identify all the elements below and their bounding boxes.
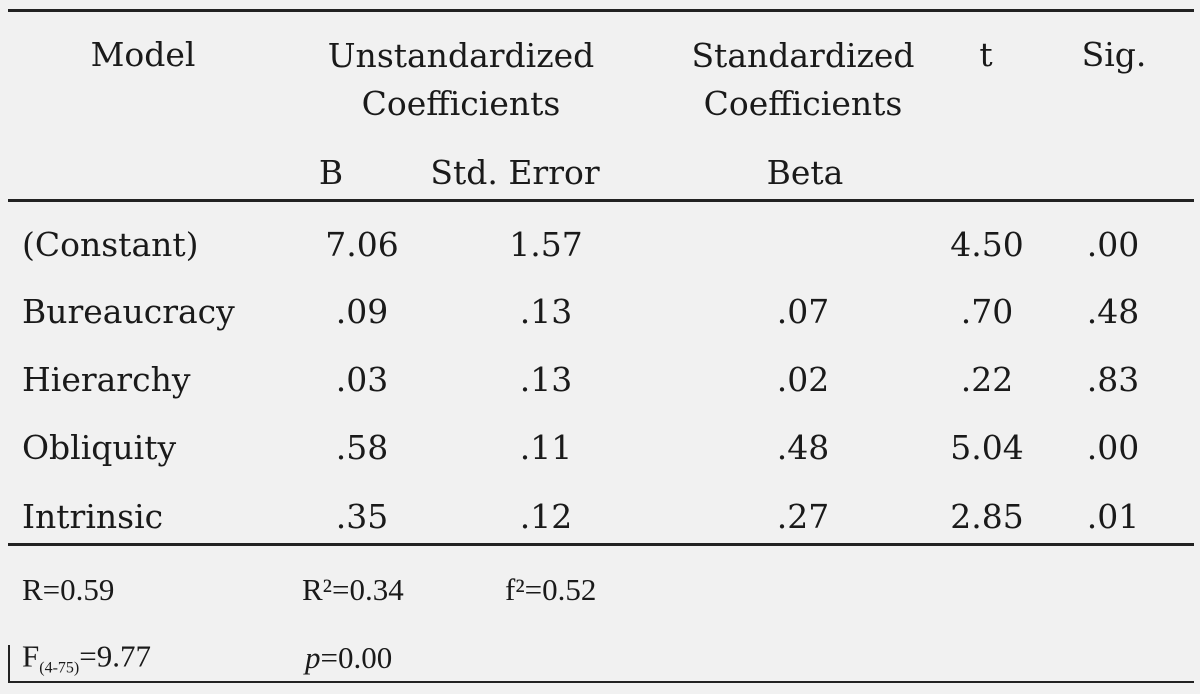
table-cell: .48	[1086, 292, 1140, 331]
table-cell: .70	[960, 292, 1014, 331]
row-label: Hierarchy	[22, 360, 191, 399]
table-cell: .12	[519, 497, 573, 536]
table-cell: .02	[776, 360, 830, 399]
header-cell: Standardized Coefficients	[691, 36, 915, 123]
table-cell: .48	[776, 428, 830, 467]
table-cell: .09	[335, 292, 389, 331]
table-cell: .00	[1086, 428, 1140, 467]
table-cell: 1.57	[509, 225, 583, 264]
table-cell: .58	[335, 428, 389, 467]
f-subscript: (4-75)	[39, 659, 80, 677]
rule	[8, 645, 10, 683]
subheader-cell: B	[318, 153, 344, 192]
p-symbol: p	[305, 640, 321, 675]
table-cell: 4.50	[950, 225, 1024, 264]
rule	[8, 9, 1194, 12]
table-cell: .13	[519, 292, 573, 331]
subheader-cell: Std. Error	[430, 153, 600, 192]
row-label: Bureaucracy	[22, 292, 235, 331]
row-label: Obliquity	[22, 428, 177, 467]
table-cell: .07	[776, 292, 830, 331]
table-cell: 5.04	[950, 428, 1024, 467]
table-cell: .83	[1086, 360, 1140, 399]
table-cell: .03	[335, 360, 389, 399]
footer-stat: R=0.59	[22, 572, 115, 607]
table-cell: .27	[776, 497, 830, 536]
table-cell: .01	[1086, 497, 1140, 536]
table-cell: .22	[960, 360, 1014, 399]
rule	[8, 543, 1194, 546]
table-cell: 7.06	[325, 225, 399, 264]
table-cell: .00	[1086, 225, 1140, 264]
p-value: =0.00	[320, 640, 393, 675]
footer-stat: R²=0.34	[302, 572, 404, 607]
header-cell: Unstandardized Coefficients	[327, 36, 595, 123]
footer-stat: p=0.00	[305, 640, 392, 676]
rule	[8, 199, 1194, 202]
rule	[8, 681, 1194, 683]
table-cell: .35	[335, 497, 389, 536]
header-cell: t	[979, 35, 993, 74]
footer-stat: F(4-75)=9.77	[22, 639, 151, 678]
header-cell: Model	[90, 35, 196, 74]
footer-stat: f²=0.52	[505, 572, 597, 607]
header-cell: Sig.	[1081, 35, 1147, 74]
f-value: =9.77	[79, 638, 151, 674]
row-label: Intrinsic	[22, 497, 164, 536]
table-cell: 2.85	[950, 497, 1024, 536]
f-symbol: F	[22, 638, 40, 674]
row-label: (Constant)	[22, 225, 199, 264]
subheader-cell: Beta	[766, 153, 844, 192]
table-cell: .13	[519, 360, 573, 399]
table-cell: .11	[519, 428, 573, 467]
